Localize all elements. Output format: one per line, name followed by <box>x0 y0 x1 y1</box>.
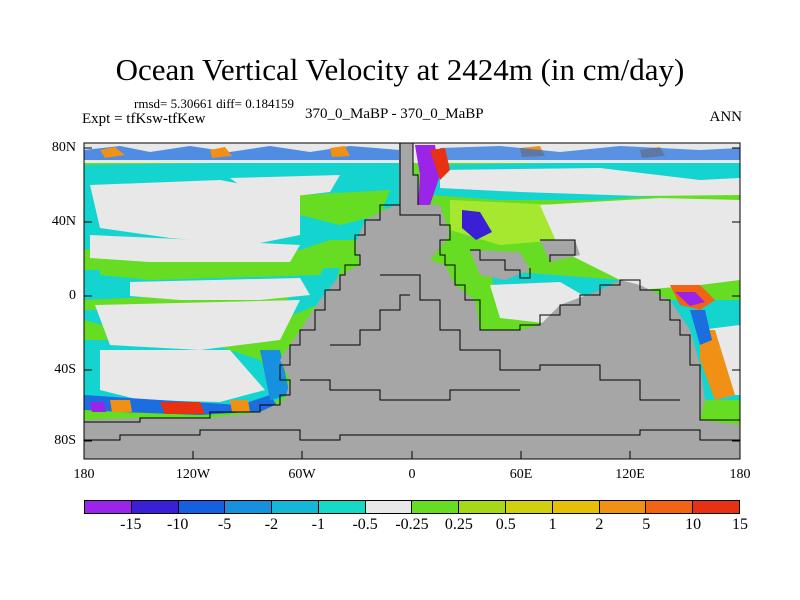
colorbar-box <box>318 501 366 513</box>
x-tick-label: 60W <box>288 467 316 482</box>
colorbar-label: -2 <box>264 516 279 533</box>
y-tick-label: 80S <box>54 433 76 448</box>
stats-label: rmsd= 5.30661 diff= 0.184159 <box>134 96 294 111</box>
polar-blue-east <box>440 146 740 160</box>
colorbar-box <box>459 501 507 513</box>
neutral-region <box>440 168 740 196</box>
coastal-purple <box>675 292 705 306</box>
coastline <box>399 143 419 205</box>
y-tick-label: 80N <box>51 140 76 155</box>
coastline <box>470 249 531 279</box>
colorbar-box <box>272 501 319 513</box>
land <box>408 175 418 205</box>
colorbar-label: -10 <box>167 516 189 533</box>
neutral-region <box>90 180 300 245</box>
colorbar-label: 0.5 <box>495 516 516 533</box>
coastline <box>395 204 740 421</box>
x-tick-label: 180 <box>729 467 751 482</box>
colorbar-box <box>225 501 273 513</box>
southern-orange <box>110 400 250 412</box>
polar-blue <box>84 146 400 160</box>
neutral-region <box>230 175 340 200</box>
land <box>84 205 740 459</box>
coastal-orange <box>700 330 735 400</box>
coastal-blue <box>690 310 712 345</box>
colorbar <box>84 500 740 514</box>
y-tick-label: 40N <box>51 214 76 229</box>
x-tick-label: 60E <box>509 467 533 482</box>
purple-cluster <box>462 210 492 240</box>
neutral-region <box>95 300 300 350</box>
green-region <box>300 190 390 225</box>
subtitle: 370_0_MaBP - 370_0_MaBP <box>305 106 484 122</box>
coastline <box>540 239 576 262</box>
coastlines <box>84 143 740 441</box>
coastline <box>330 294 410 346</box>
neutral-region <box>100 350 265 402</box>
x-tick-label: 120W <box>175 467 211 482</box>
colorbar-label: 15 <box>732 516 748 533</box>
chart-title: Ocean Vertical Velocity at 2424m (in cm/… <box>115 52 685 87</box>
neutral-region <box>540 198 740 290</box>
colorbar-box <box>131 501 179 513</box>
colorbar-label: 2 <box>595 516 604 533</box>
colorbar-label: -15 <box>120 516 142 533</box>
colorbar-box <box>506 501 553 513</box>
colorbar-box <box>552 501 600 513</box>
season-label: ANN <box>709 109 743 125</box>
colorbar-box <box>412 501 460 513</box>
coastline <box>84 204 395 423</box>
colorbar-box <box>693 501 739 513</box>
colorbar-label: 10 <box>685 516 702 533</box>
y-tick-label: 40S <box>54 362 76 377</box>
colorbar-box <box>178 501 226 513</box>
southern-purple <box>90 402 106 412</box>
x-tick-label: 0 <box>408 467 416 482</box>
colorbar-label: -0.5 <box>352 516 378 533</box>
neutral-region <box>90 235 300 262</box>
colorbar-box <box>365 501 413 513</box>
y-tick-marks <box>84 147 740 442</box>
colorbar-box <box>599 501 647 513</box>
colorbar-box <box>646 501 694 513</box>
neutral-region <box>130 278 310 300</box>
southern-red <box>160 402 205 414</box>
colorbar-label: -1 <box>311 516 325 533</box>
coastline <box>300 379 520 401</box>
colorbar-label: 0.25 <box>444 516 473 533</box>
experiment-label: Expt = tfKsw-tfKew <box>82 111 206 127</box>
colorbar-label: 5 <box>642 516 651 533</box>
land <box>470 250 530 280</box>
x-tick-label: 180 <box>73 467 95 482</box>
map-field <box>84 143 740 459</box>
colorbar-box <box>85 501 132 513</box>
x-tick-label: 120E <box>615 467 645 482</box>
coastline <box>84 429 740 441</box>
colorbar-label: -0.25 <box>395 516 429 533</box>
red-cluster <box>430 148 450 180</box>
x-tick-marks <box>83 451 741 459</box>
colorbar-label: 1 <box>548 516 557 533</box>
y-tick-label: 0 <box>69 288 76 303</box>
coastline <box>380 274 680 401</box>
colorbar-label: -5 <box>217 516 232 533</box>
